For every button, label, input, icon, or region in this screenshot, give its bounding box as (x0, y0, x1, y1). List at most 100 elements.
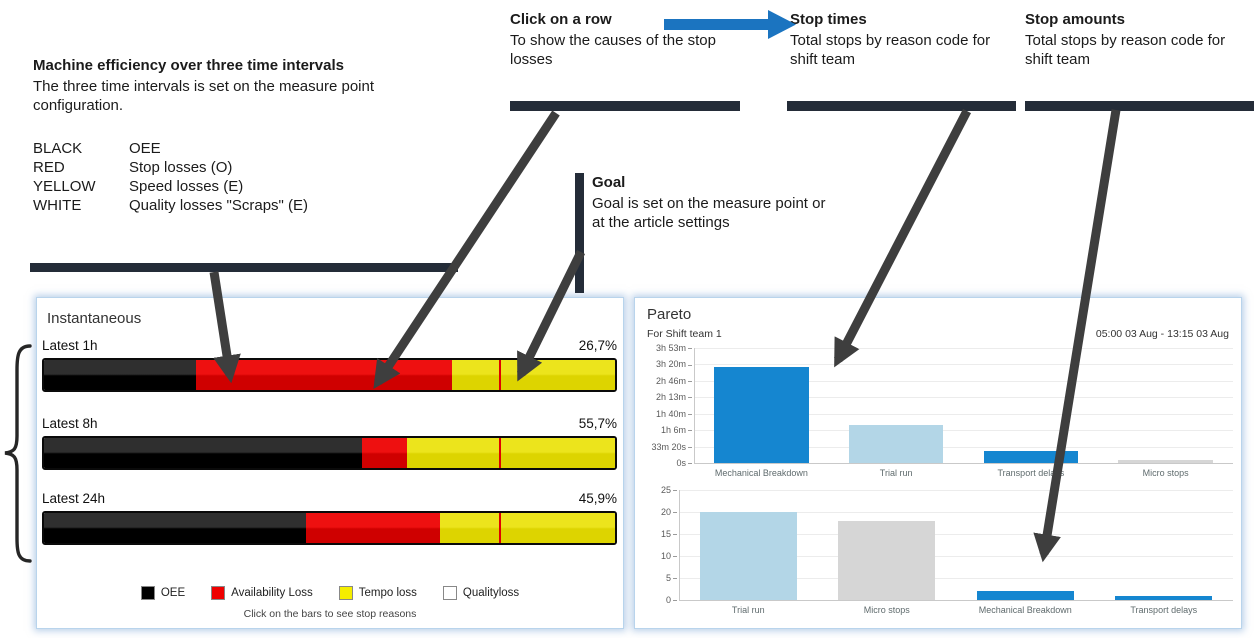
oee-swatch-icon (140, 586, 155, 600)
stop-amounts-underline-bar (1025, 101, 1254, 111)
stop-times-note: Stop times Total stops by reason code fo… (790, 10, 1005, 69)
bar-slot (1095, 595, 1234, 600)
pareto-shift-team-label: For Shift team 1 (647, 328, 722, 340)
machine-efficiency-underline-bar (30, 263, 458, 272)
color-key-yellow: YELLOW (33, 178, 96, 195)
category-label-mechanical-breakdown: Mechanical Breakdown (978, 605, 1072, 615)
oee-row-latest-24h: Latest 24h 45,9% (42, 491, 617, 547)
y-axis-tick-label: 5 (666, 573, 677, 583)
goal-title: Goal (592, 174, 626, 191)
availability-loss-segment[interactable] (362, 438, 407, 468)
tempo-loss-swatch-icon (338, 586, 353, 600)
goal-body: Goal is set on the measure point or at t… (592, 195, 826, 231)
category-label-transport-delays: Transport delays (1130, 605, 1198, 615)
stop-amounts-body: Total stops by reason code for shift tea… (1025, 32, 1226, 68)
y-axis-tick-label: 15 (661, 529, 677, 539)
tempo-loss-segment[interactable] (439, 513, 615, 543)
oee-segment[interactable] (44, 360, 197, 390)
gridline (695, 364, 1233, 366)
color-key-red-desc: Stop losses (O) (129, 159, 233, 176)
pareto-period-label: 05:00 03 Aug - 13:15 03 Aug (1095, 328, 1229, 340)
gridline (695, 430, 1233, 432)
gridline (680, 490, 1233, 491)
pareto-bar-trial-run[interactable] (848, 425, 944, 463)
instantaneous-panel-hint: Click on the bars to see stop reasons (243, 608, 417, 620)
pareto-panel-title: Pareto (647, 306, 692, 323)
legend-item-availability-loss: Availability Loss (211, 586, 313, 600)
pareto-bar-transport-delays[interactable] (1115, 595, 1213, 600)
color-key-black: BLACK (33, 140, 83, 157)
stop-times-title: Stop times (790, 11, 867, 28)
availability-loss-swatch-icon (211, 586, 226, 600)
availability-loss-segment[interactable] (306, 513, 440, 543)
color-key-white-desc: Quality losses "Scraps" (E) (129, 197, 309, 214)
pareto-bar-micro-stops[interactable] (1118, 460, 1213, 463)
goal-marker-line (498, 360, 501, 390)
legend-label: Availability Loss (231, 587, 313, 599)
y-axis-tick-label: 0 (666, 595, 677, 605)
legend-label: OEE (160, 587, 186, 599)
gridline (695, 413, 1233, 415)
tempo-loss-segment[interactable] (406, 438, 615, 468)
machine-efficiency-title: Machine efficiency over three time inter… (33, 57, 344, 74)
y-axis-tick-label: 33m 20s (651, 442, 692, 452)
oee-segment[interactable] (44, 438, 363, 468)
oee-stacked-bar-8h[interactable] (42, 436, 617, 470)
category-label-mechanical-breakdown: Mechanical Breakdown (714, 468, 808, 478)
tempo-loss-segment[interactable] (452, 360, 615, 390)
gridline (695, 397, 1233, 399)
bar-slot (1098, 460, 1233, 463)
oee-stacked-bar-24h[interactable] (42, 511, 617, 545)
y-axis-tick-label: 3h 20m (656, 359, 692, 369)
oee-row-percentage: 55,7% (578, 416, 617, 431)
bar-slot (818, 520, 957, 600)
bar-slot (694, 366, 829, 463)
gridline (680, 556, 1233, 557)
click-on-a-row-title: Click on a row (510, 11, 612, 28)
y-axis-tick-label: 0s (676, 458, 692, 468)
bar-slot (956, 591, 1095, 600)
category-label-micro-stops: Micro stops (863, 605, 910, 615)
click-on-a-row-note: Click on a row To show the causes of the… (510, 10, 722, 69)
y-axis-tick-label: 3h 53m (656, 343, 692, 353)
y-axis-tick-label: 1h 40m (656, 409, 692, 419)
oee-stacked-bar-1h[interactable] (42, 358, 617, 392)
oee-row-percentage: 45,9% (578, 491, 617, 506)
color-key-list: BLACK OEE RED Stop losses (O) YELLOW Spe… (33, 139, 443, 215)
category-label-micro-stops: Micro stops (1142, 468, 1189, 478)
gridline (680, 534, 1233, 535)
color-key-white: WHITE (33, 197, 82, 214)
pareto-bar-mechanical-breakdown[interactable] (976, 591, 1074, 600)
goal-side-bar (575, 173, 584, 293)
stop-amounts-note: Stop amounts Total stops by reason code … (1025, 10, 1240, 69)
machine-efficiency-note: Machine efficiency over three time inter… (33, 56, 443, 215)
pareto-bar-micro-stops[interactable] (838, 520, 936, 600)
bar-slot (829, 425, 964, 463)
quality-loss-swatch-icon (442, 586, 457, 600)
click-on-a-row-body: To show the causes of the stop losses (510, 32, 716, 68)
stop-amounts-chart: 25 20 15 10 5 0 Trial run Micro stops Mechanical… (645, 485, 1234, 630)
gridline (695, 446, 1233, 448)
stop-times-chart: 3h 53m 3h 20m 2h 46m 2h 13m 1h 40m 1h 6m 33m 2… (645, 343, 1233, 498)
oee-row-label: Latest 8h (42, 416, 98, 431)
gridline (680, 512, 1233, 513)
pareto-bar-transport-delays[interactable] (983, 451, 1079, 463)
category-label-trial-run: Trial run (731, 605, 765, 615)
y-axis-tick-label: 20 (661, 507, 677, 517)
oee-segment[interactable] (44, 513, 307, 543)
pareto-bar-mechanical-breakdown[interactable] (714, 366, 809, 463)
curly-brace-icon (4, 344, 32, 563)
pareto-bar-trial-run[interactable] (699, 512, 797, 600)
oee-row-percentage: 26,7% (578, 338, 617, 353)
oee-row-latest-8h: Latest 8h 55,7% (42, 416, 617, 472)
legend-label: Qualityloss (462, 587, 520, 599)
stop-times-underline-bar (787, 101, 1016, 111)
goal-marker-line (498, 438, 501, 468)
y-axis-tick-label: 25 (661, 485, 677, 495)
machine-efficiency-body: The three time intervals is set on the m… (33, 78, 375, 114)
availability-loss-segment[interactable] (196, 360, 453, 390)
oee-row-label: Latest 1h (42, 338, 98, 353)
legend-label: Tempo loss (358, 587, 417, 599)
oee-legend: OEE Availability Loss Tempo loss Quality… (37, 586, 623, 600)
goal-marker-line (498, 513, 501, 543)
